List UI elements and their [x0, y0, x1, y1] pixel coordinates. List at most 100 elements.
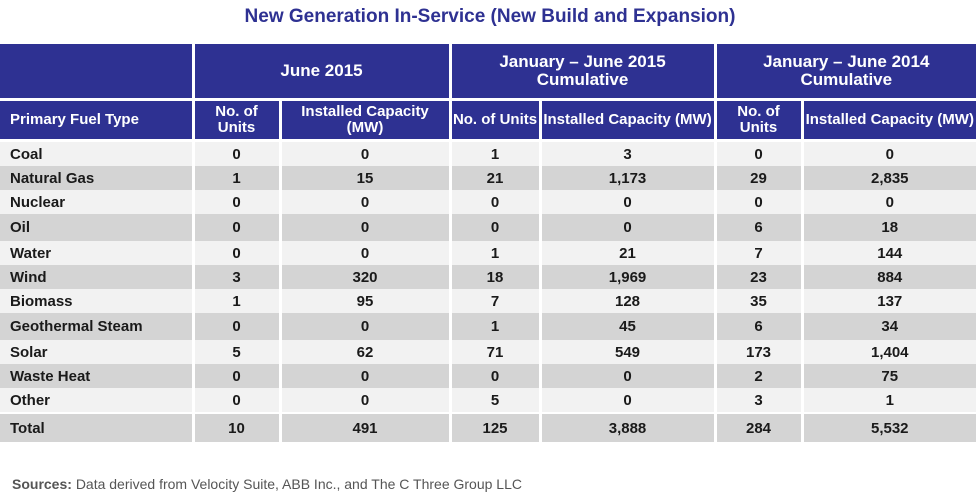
units-cell: 10 [191, 412, 280, 442]
capacity-cell: 75 [800, 364, 977, 388]
units-cell: 0 [191, 388, 280, 413]
fuel-type-cell: Other [0, 388, 193, 413]
units-cell: 0 [448, 214, 541, 241]
units-cell: 5 [448, 388, 541, 413]
generation-table: June 2015 January – June 2015 Cumulative… [0, 44, 977, 442]
units-cell: 1 [448, 140, 541, 166]
units-cell: 3 [713, 388, 803, 413]
capacity-cell: 0 [538, 190, 716, 214]
capacity-cell: 0 [278, 364, 451, 388]
units-cell: 0 [191, 140, 280, 166]
capacity-cell: 884 [800, 265, 977, 289]
table-row: Other 0 0 5 0 3 1 [0, 388, 977, 413]
capacity-cell: 15 [278, 166, 451, 190]
group-header-jan-jun-2015: January – June 2015 Cumulative [448, 44, 716, 101]
capacity-cell: 128 [538, 289, 716, 313]
units-cell: 35 [713, 289, 803, 313]
units-cell: 0 [191, 190, 280, 214]
table-row: Natural Gas 1 15 21 1,173 29 2,835 [0, 166, 977, 190]
units-cell: 21 [448, 166, 541, 190]
capacity-cell: 0 [800, 190, 977, 214]
capacity-cell: 0 [538, 214, 716, 241]
table-row: Solar 5 62 71 549 173 1,404 [0, 340, 977, 364]
capacity-cell: 1 [800, 388, 977, 413]
capacity-cell: 144 [800, 241, 977, 265]
group-header-june-2015: June 2015 [191, 44, 451, 101]
units-cell: 173 [713, 340, 803, 364]
table-row: Wind 3 320 18 1,969 23 884 [0, 265, 977, 289]
units-header: No. of Units [448, 99, 541, 142]
capacity-cell: 0 [538, 364, 716, 388]
source-label: Sources: [12, 476, 72, 492]
capacity-cell: 0 [278, 313, 451, 340]
table-row: Water 0 0 1 21 7 144 [0, 241, 977, 265]
units-cell: 7 [713, 241, 803, 265]
table-row: Geothermal Steam 0 0 1 45 6 34 [0, 313, 977, 340]
table-row: Oil 0 0 0 0 6 18 [0, 214, 977, 241]
capacity-cell: 34 [800, 313, 977, 340]
fuel-type-cell: Oil [0, 214, 193, 241]
capacity-cell: 0 [278, 140, 451, 166]
header-corner [0, 44, 193, 101]
capacity-header: Installed Capacity (MW) [538, 99, 716, 142]
units-cell: 2 [713, 364, 803, 388]
units-cell: 1 [448, 313, 541, 340]
fuel-type-header: Primary Fuel Type [0, 99, 193, 142]
capacity-cell: 45 [538, 313, 716, 340]
units-cell: 125 [448, 412, 541, 442]
capacity-cell: 3,888 [538, 412, 716, 442]
capacity-cell: 95 [278, 289, 451, 313]
units-header: No. of Units [713, 99, 803, 142]
capacity-cell: 1,969 [538, 265, 716, 289]
capacity-cell: 0 [538, 388, 716, 413]
capacity-cell: 62 [278, 340, 451, 364]
units-header: No. of Units [191, 99, 280, 142]
capacity-cell: 5,532 [800, 412, 977, 442]
table-row: Waste Heat 0 0 0 0 2 75 [0, 364, 977, 388]
capacity-cell: 491 [278, 412, 451, 442]
capacity-header: Installed Capacity (MW) [278, 99, 451, 142]
fuel-type-cell: Total [0, 412, 193, 442]
fuel-type-cell: Natural Gas [0, 166, 193, 190]
units-cell: 0 [448, 190, 541, 214]
units-cell: 18 [448, 265, 541, 289]
capacity-cell: 2,835 [800, 166, 977, 190]
capacity-header: Installed Capacity (MW) [800, 99, 977, 142]
table-row: Nuclear 0 0 0 0 0 0 [0, 190, 977, 214]
units-cell: 0 [191, 364, 280, 388]
fuel-type-cell: Coal [0, 140, 193, 166]
fuel-type-cell: Geothermal Steam [0, 313, 193, 340]
units-cell: 284 [713, 412, 803, 442]
capacity-cell: 3 [538, 140, 716, 166]
source-note: Sources: Data derived from Velocity Suit… [12, 476, 522, 492]
table-title: New Generation In-Service (New Build and… [244, 6, 736, 27]
capacity-cell: 320 [278, 265, 451, 289]
units-cell: 3 [191, 265, 280, 289]
units-cell: 6 [713, 313, 803, 340]
capacity-cell: 21 [538, 241, 716, 265]
units-cell: 1 [191, 166, 280, 190]
units-cell: 7 [448, 289, 541, 313]
capacity-cell: 0 [278, 388, 451, 413]
capacity-cell: 0 [800, 140, 977, 166]
units-cell: 5 [191, 340, 280, 364]
table-row: Biomass 1 95 7 128 35 137 [0, 289, 977, 313]
capacity-cell: 18 [800, 214, 977, 241]
capacity-cell: 1,404 [800, 340, 977, 364]
fuel-type-cell: Water [0, 241, 193, 265]
fuel-type-cell: Nuclear [0, 190, 193, 214]
capacity-cell: 0 [278, 190, 451, 214]
units-cell: 0 [713, 190, 803, 214]
capacity-cell: 0 [278, 241, 451, 265]
table-body: Coal 0 0 1 3 0 0 Natural Gas 1 15 21 1,173 29 2,835 Nu… [0, 140, 977, 442]
units-cell: 71 [448, 340, 541, 364]
total-row: Total 10 491 125 3,888 284 5,532 [0, 412, 977, 442]
units-cell: 1 [191, 289, 280, 313]
units-cell: 0 [713, 140, 803, 166]
units-cell: 0 [191, 313, 280, 340]
fuel-type-cell: Biomass [0, 289, 193, 313]
capacity-cell: 549 [538, 340, 716, 364]
fuel-type-cell: Wind [0, 265, 193, 289]
group-header-jan-jun-2014: January – June 2014 Cumulative [713, 44, 977, 101]
units-cell: 29 [713, 166, 803, 190]
